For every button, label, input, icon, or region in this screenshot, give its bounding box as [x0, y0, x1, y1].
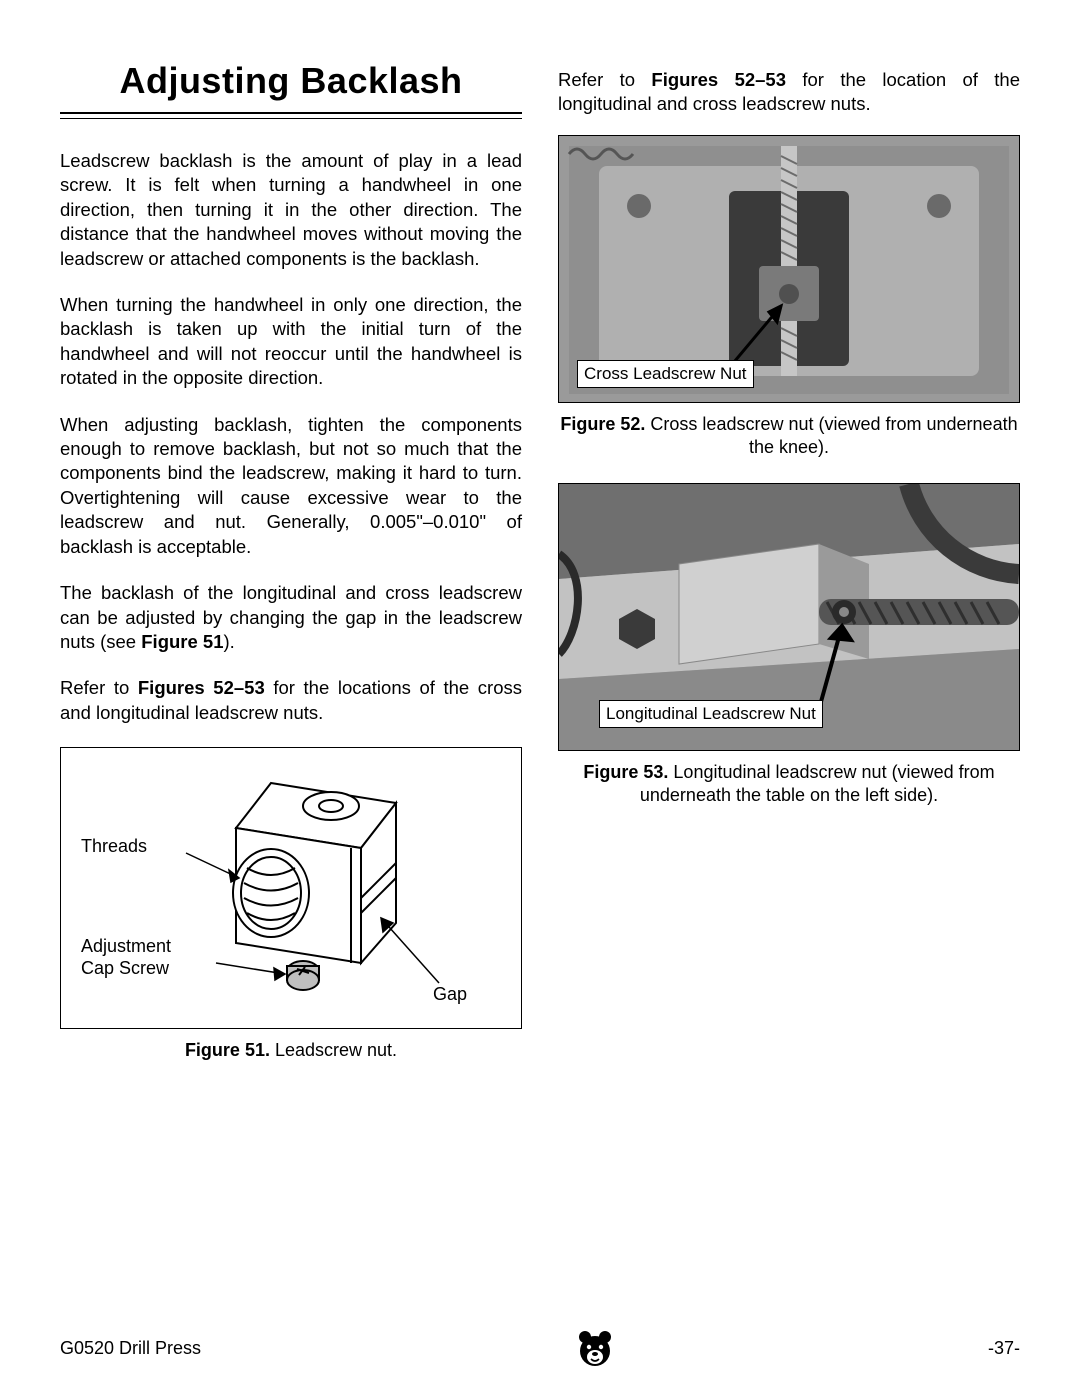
figure-51-caption: Figure 51. Leadscrew nut. — [60, 1039, 522, 1062]
fig51-caption-rest: Leadscrew nut. — [270, 1040, 397, 1060]
r1-bold: Figures 52–53 — [651, 69, 786, 90]
page-footer: G0520 Drill Press -37- — [60, 1327, 1020, 1369]
fig51-label-capscrew: Cap Screw — [81, 958, 169, 979]
fig52-caption-bold: Figure 52. — [560, 414, 645, 434]
p4-bold: Figure 51 — [141, 631, 223, 652]
p5-bold: Figures 52–53 — [138, 677, 265, 698]
figure-52-box: Cross Leadscrew Nut — [558, 135, 1020, 403]
r1-pre: Refer to — [558, 69, 651, 90]
p5-pre: Refer to — [60, 677, 138, 698]
title-rule-thin — [60, 118, 522, 119]
fig52-annotation: Cross Leadscrew Nut — [577, 360, 754, 388]
figure-53-caption: Figure 53. Longitudinal leadscrew nut (v… — [558, 761, 1020, 807]
figure-51-box: Threads Adjustment Cap Screw Gap — [60, 747, 522, 1029]
fig51-label-adjustment: Adjustment — [81, 936, 171, 957]
left-column: Adjusting Backlash Leadscrew backlash is… — [60, 60, 522, 1062]
footer-page-number: -37- — [988, 1338, 1020, 1359]
fig53-caption-bold: Figure 53. — [583, 762, 668, 782]
figure-53-box: Longitudinal Leadscrew Nut — [558, 483, 1020, 751]
paragraph-2: When turning the handwheel in only one d… — [60, 293, 522, 391]
right-column: Refer to Figures 52–53 for the location … — [558, 60, 1020, 1062]
fig53-annotation: Longitudinal Leadscrew Nut — [599, 700, 823, 728]
p4-pre: The backlash of the longitudinal and cro… — [60, 582, 522, 652]
fig53-caption-rest: Longitudinal leadscrew nut (viewed from … — [640, 762, 995, 805]
p4-post: ). — [224, 631, 235, 652]
paragraph-5: Refer to Figures 52–53 for the locations… — [60, 676, 522, 725]
figure-52-caption: Figure 52. Cross leadscrew nut (viewed f… — [558, 413, 1020, 459]
footer-left: G0520 Drill Press — [60, 1338, 201, 1359]
right-paragraph-1: Refer to Figures 52–53 for the location … — [558, 68, 1020, 117]
title-rule-thick — [60, 112, 522, 114]
paragraph-4: The backlash of the longitudinal and cro… — [60, 581, 522, 654]
fig52-caption-rest: Cross leadscrew nut (viewed from underne… — [645, 414, 1017, 457]
paragraph-1: Leadscrew backlash is the amount of play… — [60, 149, 522, 271]
fig51-label-threads: Threads — [81, 836, 147, 857]
fig51-label-gap: Gap — [433, 984, 467, 1005]
section-title: Adjusting Backlash — [60, 60, 522, 102]
paragraph-3: When adjusting backlash, tighten the com… — [60, 413, 522, 559]
bear-logo-icon — [574, 1327, 616, 1369]
fig51-caption-bold: Figure 51. — [185, 1040, 270, 1060]
